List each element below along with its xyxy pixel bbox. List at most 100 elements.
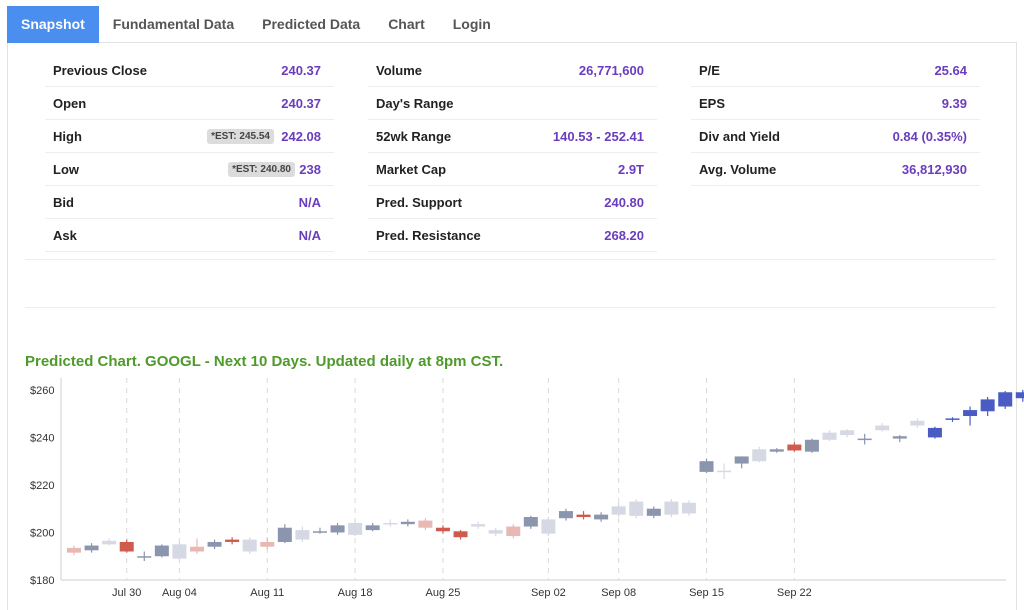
tab-snapshot[interactable]: Snapshot [7, 6, 99, 43]
stat-label: Pred. Support [376, 195, 462, 210]
stat-value: 238 [299, 162, 321, 177]
stat-row-pe: P/E 25.64 [691, 54, 980, 87]
candle [769, 448, 784, 453]
candle-body [980, 399, 995, 412]
candle-body [488, 530, 503, 534]
stat-label: Volume [376, 63, 422, 78]
candle-body [471, 524, 486, 527]
candle [137, 551, 152, 561]
stat-label: Market Cap [376, 162, 447, 177]
candle [734, 456, 749, 469]
candle [840, 429, 855, 438]
candle-body [963, 410, 978, 417]
candle-body [541, 519, 556, 534]
candle-body [189, 546, 204, 552]
candle [945, 417, 960, 422]
x-tick-label: Jul 30 [112, 587, 141, 599]
candle-body [945, 418, 960, 420]
candle [348, 520, 363, 537]
candle-body [260, 541, 275, 547]
candle-body [506, 526, 521, 537]
stat-row-avg-volume: Avg. Volume 36,812,930 [691, 153, 980, 186]
candle [189, 538, 204, 554]
stat-value: 240.37 [281, 63, 321, 78]
y-tick-label: $180 [30, 575, 54, 587]
chart-title: Predicted Chart. GOOGL - Next 10 Days. U… [25, 353, 504, 370]
stat-row-div-yield: Div and Yield 0.84 (0.35%) [691, 120, 980, 153]
candle-body [330, 525, 345, 533]
candle [963, 406, 978, 426]
candle-body [207, 541, 222, 547]
candle [102, 538, 117, 546]
candle-body [1015, 392, 1024, 399]
x-tick-label: Aug 18 [338, 587, 373, 599]
candle [629, 499, 644, 519]
y-tick-label: $240 [30, 432, 54, 444]
candle-body [594, 514, 609, 520]
candle [910, 418, 925, 428]
tab-predicted-data[interactable]: Predicted Data [262, 16, 361, 32]
x-tick-label: Aug 11 [250, 587, 284, 599]
candle [523, 515, 538, 529]
candle-body [383, 522, 398, 525]
candle-body [365, 525, 380, 531]
stat-value: 2.9T [617, 162, 644, 177]
candle [875, 423, 890, 432]
candle-body [804, 439, 819, 452]
tab-chart[interactable]: Chart [388, 16, 425, 32]
candle [804, 438, 819, 453]
candle [892, 435, 907, 443]
candle-body [558, 511, 573, 519]
stat-row-pred-resistance: Pred. Resistance 268.20 [368, 219, 657, 252]
candle [84, 543, 99, 553]
candle-body [119, 541, 134, 552]
candle [664, 499, 679, 518]
candle [400, 519, 415, 527]
x-tick-label: Sep 15 [689, 587, 724, 599]
stat-value: 240.37 [281, 96, 321, 111]
candle [611, 502, 626, 518]
stat-label: Previous Close [53, 63, 147, 78]
stat-row-market-cap: Market Cap 2.9T [368, 153, 657, 186]
candle [822, 430, 837, 441]
candle [67, 545, 81, 556]
candle-body [629, 501, 644, 516]
candle [435, 525, 450, 534]
candle [752, 446, 767, 463]
candle-body [681, 502, 696, 514]
y-tick-label: $200 [30, 527, 54, 539]
y-tick-label: $260 [30, 385, 54, 397]
candle [154, 544, 169, 558]
candle [295, 526, 310, 542]
candle-body [154, 545, 169, 557]
candle [699, 458, 714, 474]
candle [225, 537, 240, 545]
candle [717, 463, 732, 479]
candle [998, 391, 1013, 409]
stat-label: High [53, 129, 82, 144]
candle [242, 537, 257, 554]
stat-row-low: Low *EST: 240.80 238 [45, 153, 334, 186]
stat-row-pred-support: Pred. Support 240.80 [368, 186, 657, 219]
candle [857, 433, 872, 445]
candle-body [277, 527, 292, 542]
candle [787, 442, 802, 452]
candle [681, 500, 696, 516]
candle-body [769, 449, 784, 452]
candle-body [910, 420, 925, 426]
tab-fundamental-data[interactable]: Fundamental Data [112, 16, 235, 32]
stat-row-high: High *EST: 245.54 242.08 [45, 120, 334, 153]
candle [383, 519, 398, 527]
tab-login[interactable]: Login [452, 16, 491, 32]
stat-value: 240.80 [604, 195, 644, 210]
stat-label: Open [53, 96, 87, 111]
candle-body [172, 544, 187, 559]
stat-value: 0.84 (0.35%) [892, 129, 967, 144]
candle [488, 527, 503, 537]
stat-row-open: Open 240.37 [45, 87, 334, 120]
stat-row-bid: Bid N/A [45, 186, 334, 219]
candle [207, 539, 222, 550]
stat-value: 242.08 [281, 129, 321, 144]
x-tick-label: Aug 04 [162, 587, 197, 599]
candle-body [646, 508, 661, 516]
